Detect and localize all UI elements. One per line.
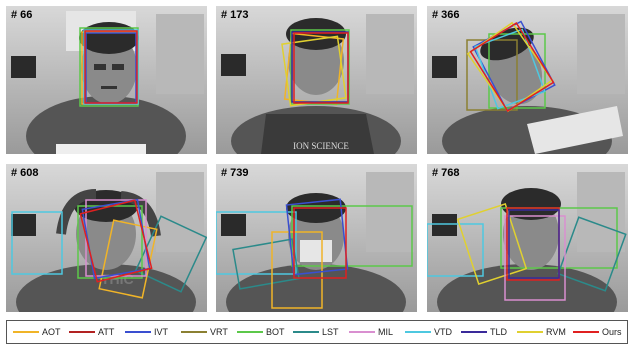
legend-item-ivt: IVT [125,321,168,343]
legend-label: BOT [266,327,285,337]
tracking-frame-768: # 768 [427,164,628,312]
frame-number: # 173 [221,9,249,21]
legend-item-vrt: VRT [181,321,228,343]
legend-item-rvm: RVM [517,321,566,343]
box-ours [469,21,555,113]
tracking-frame-66: # 66 [6,6,207,154]
legend-line-swatch [125,331,151,333]
legend-item-mil: MIL [349,321,393,343]
box-mil [504,215,566,301]
legend-item-ours: Ours [573,321,622,343]
box-aot [271,231,323,309]
legend-line-swatch [181,331,207,333]
legend-label: IVT [154,327,169,337]
scene-image [427,6,628,154]
frame-number: # 66 [11,9,33,21]
tracking-frame-608: THIC # 608 [6,164,207,312]
legend-label: AOT [42,327,61,337]
legend-label: VTD [434,327,452,337]
legend-label: LST [322,327,339,337]
legend-label: TLD [490,327,508,337]
legend-item-aot: AOT [13,321,61,343]
box-lst [557,216,627,292]
tracking-frame-366: # 366 [427,6,628,154]
box-vtd [427,223,484,277]
box-lst [232,238,300,290]
frame-number: # 608 [11,167,39,179]
scene-image: ION SCIENCE [216,6,417,154]
scene-image [216,164,417,312]
legend-label: VRT [210,327,228,337]
frame-number: # 739 [221,167,249,179]
legend-item-bot: BOT [237,321,285,343]
legend-item-att: ATT [69,321,114,343]
box-bot [290,29,350,105]
tracker-legend: AOT ATT IVT VRT BOT LST MIL VTD TLD RVM Ours [6,320,628,344]
legend-line-swatch [573,331,599,333]
tracking-frame-173: ION SCIENCE # 173 [216,6,417,154]
frame-number: # 768 [432,167,460,179]
legend-label: RVM [546,327,566,337]
scene-image [6,6,207,154]
box-vtd [11,211,63,275]
box-vtd [83,29,139,105]
legend-line-swatch [461,331,487,333]
frame-number: # 366 [432,9,460,21]
legend-line-swatch [349,331,375,333]
legend-line-swatch [405,331,431,333]
tracking-frame-739: # 739 [216,164,417,312]
legend-line-swatch [69,331,95,333]
box-rvm [456,202,528,286]
legend-line-swatch [293,331,319,333]
legend-label: ATT [98,327,115,337]
box-ours [84,30,138,104]
box-rvm [466,21,554,113]
legend-line-swatch [13,331,39,333]
legend-label: MIL [378,327,394,337]
book-cover-text: ION SCIENCE [293,141,349,151]
scene-image: THIC [6,164,207,312]
legend-item-vtd: VTD [405,321,452,343]
box-bot [291,205,413,267]
box-tld [508,209,560,279]
legend-line-swatch [237,331,263,333]
legend-item-lst: LST [293,321,339,343]
legend-line-swatch [517,331,543,333]
box-vtd [216,211,297,275]
scene-image [427,164,628,312]
box-ours [79,199,153,283]
box-lst [134,215,207,293]
legend-label: Ours [602,327,622,337]
legend-item-tld: TLD [461,321,507,343]
box-ours [293,32,349,104]
box-ivt [285,198,349,276]
box-ours [293,207,347,279]
